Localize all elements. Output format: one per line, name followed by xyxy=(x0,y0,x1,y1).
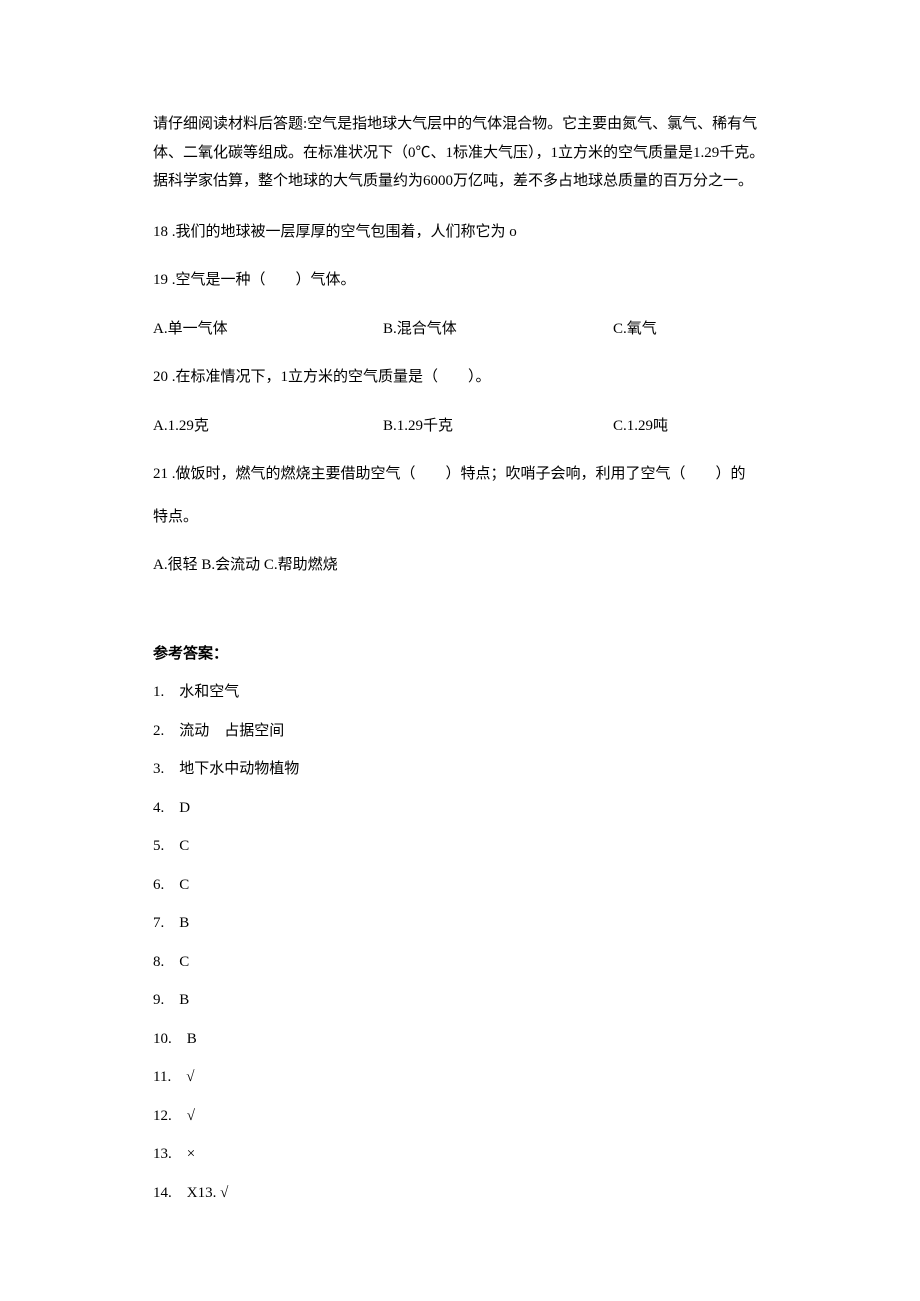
question-18: 18 .我们的地球被一层厚厚的空气包围着，人们称它为 o xyxy=(153,218,767,247)
question-21-line2: 特点。 xyxy=(153,503,767,532)
q19-option-a: A.单一气体 xyxy=(153,315,383,344)
answer-item: 14. X13. √ xyxy=(153,1179,767,1208)
answer-item: 11. √ xyxy=(153,1063,767,1092)
answer-item: 13. × xyxy=(153,1140,767,1169)
answer-item: 12. √ xyxy=(153,1102,767,1131)
question-20-text: 20 .在标准情况下，1立方米的空气质量是（ ）。 xyxy=(153,363,767,392)
answers-heading: 参考答案： xyxy=(153,640,767,669)
answer-item: 1. 水和空气 xyxy=(153,678,767,707)
q20-option-c: C.1.29吨 xyxy=(613,412,767,441)
question-21-line1: 21 .做饭时，燃气的燃烧主要借助空气（ ）特点；吹哨子会响，利用了空气（ ）的 xyxy=(153,460,767,489)
answer-item: 2. 流动 占据空间 xyxy=(153,717,767,746)
q19-option-b: B.混合气体 xyxy=(383,315,613,344)
q19-option-c: C.氧气 xyxy=(613,315,767,344)
answer-item: 8. C xyxy=(153,948,767,977)
question-19-text: 19 .空气是一种（ ）气体。 xyxy=(153,266,767,295)
question-19-options: A.单一气体 B.混合气体 C.氧气 xyxy=(153,315,767,344)
answer-item: 9. B xyxy=(153,986,767,1015)
q20-option-b: B.1.29千克 xyxy=(383,412,613,441)
answer-item: 6. C xyxy=(153,871,767,900)
q20-option-a: A.1.29克 xyxy=(153,412,383,441)
question-20-options: A.1.29克 B.1.29千克 C.1.29吨 xyxy=(153,412,767,441)
answer-item: 7. B xyxy=(153,909,767,938)
answer-item: 4. D xyxy=(153,794,767,823)
reading-passage: 请仔细阅读材料后答题:空气是指地球大气层中的气体混合物。它主要由氮气、氯气、稀有… xyxy=(153,110,767,196)
question-21-options: A.很轻 B.会流动 C.帮助燃烧 xyxy=(153,551,767,580)
answer-item: 5. C xyxy=(153,832,767,861)
answer-item: 10. B xyxy=(153,1025,767,1054)
answer-item: 3. 地下水中动物植物 xyxy=(153,755,767,784)
